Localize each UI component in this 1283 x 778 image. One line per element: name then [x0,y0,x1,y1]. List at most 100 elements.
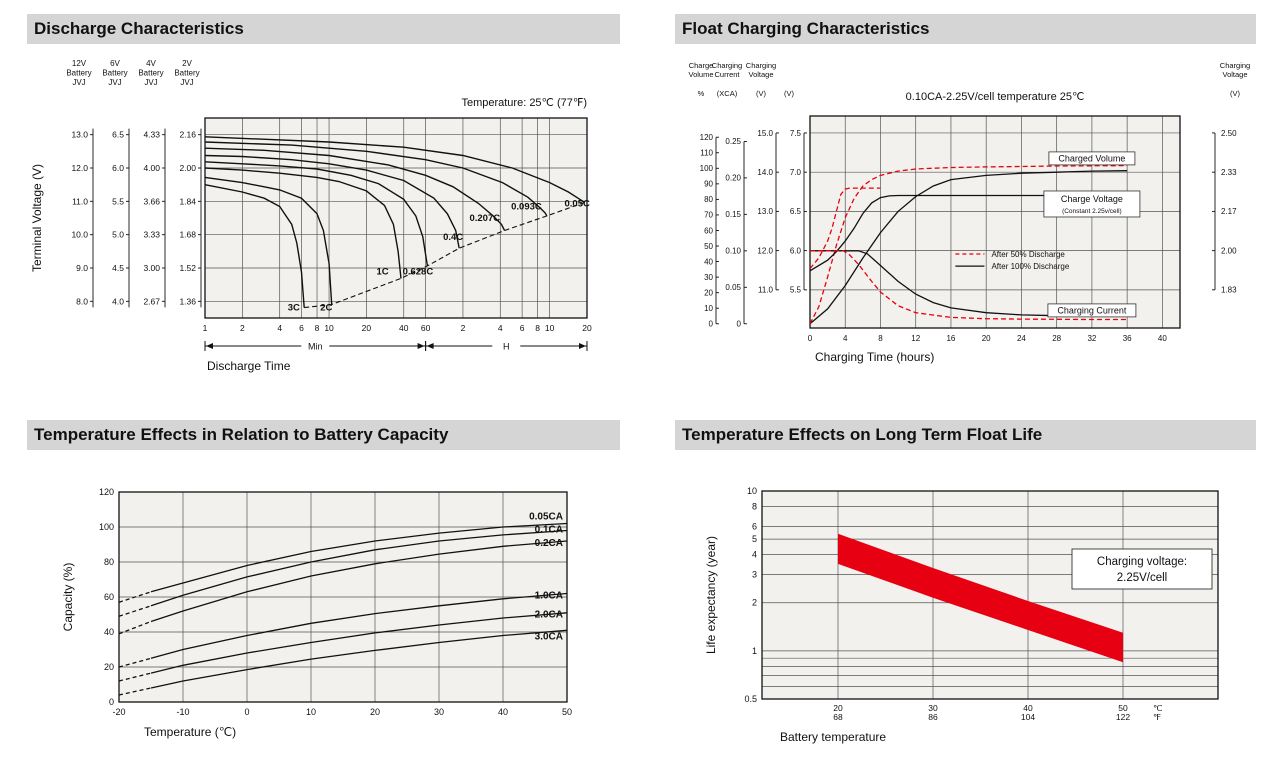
svg-text:40: 40 [1023,703,1033,713]
svg-text:3.66: 3.66 [143,196,160,206]
svg-text:Volume: Volume [688,70,713,79]
svg-text:15.0: 15.0 [757,129,773,138]
svg-text:120: 120 [99,487,114,497]
svg-text:Battery temperature: Battery temperature [780,730,886,744]
svg-text:2.50: 2.50 [1221,129,1237,138]
discharge-curve-0.628C [204,161,429,267]
cutoff-dashed-line [304,201,585,309]
svg-text:10.0: 10.0 [71,230,88,240]
svg-text:90: 90 [704,180,713,189]
svg-text:120: 120 [700,133,714,142]
1.0CA-curve [150,592,568,659]
panel-float-charging-title: Float Charging Characteristics [682,19,930,38]
svg-text:10: 10 [324,323,334,333]
svg-text:10: 10 [704,304,713,313]
svg-text:2: 2 [240,323,245,333]
svg-text:0.093C: 0.093C [511,202,542,213]
svg-text:6.5: 6.5 [112,130,124,140]
discharge-curve-0.4C [204,154,460,249]
svg-text:50: 50 [1118,703,1128,713]
temp-capacity-chart: 0 20 40 60 80 100 120 -20 -10 0 10 20 30 40 50 Capacity… [61,487,572,739]
svg-text:3: 3 [752,570,757,580]
svg-text:4V: 4V [146,59,156,68]
svg-text:0: 0 [244,707,249,717]
svg-text:110: 110 [700,149,713,158]
svg-text:(Constant 2.25v/cell): (Constant 2.25v/cell) [1062,208,1122,215]
panel-temp-capacity-header: Temperature Effects in Relation to Batte… [27,420,620,450]
svg-text:0.05C: 0.05C [564,199,589,210]
float-life-band [838,533,1123,663]
svg-text:After 50% Discharge: After 50% Discharge [991,250,1065,259]
svg-text:Charged Volume: Charged Volume [1058,153,1125,163]
svg-text:(V): (V) [784,89,795,98]
svg-text:0.5: 0.5 [744,694,757,704]
svg-text:12.0: 12.0 [71,163,88,173]
charge-voltage-50-curve [809,187,881,270]
svg-text:Charge Voltage: Charge Voltage [1061,194,1123,204]
0.05CA-curve-dashed [118,591,152,603]
svg-text:Charging Current: Charging Current [1057,305,1127,315]
svg-text:Min: Min [308,342,323,352]
svg-text:10: 10 [545,323,555,333]
svg-text:Voltage: Voltage [748,70,773,79]
svg-text:12.0: 12.0 [757,246,773,255]
svg-text:4: 4 [498,323,503,333]
svg-text:1.0CA: 1.0CA [535,590,563,601]
svg-text:2.00: 2.00 [1221,246,1237,255]
svg-text:0: 0 [709,320,714,329]
svg-text:32: 32 [1087,334,1096,343]
svg-text:JVJ: JVJ [108,78,121,87]
svg-text:5.5: 5.5 [790,286,802,295]
svg-text:9.0: 9.0 [76,263,88,273]
svg-text:Battery: Battery [138,69,163,78]
svg-text:100: 100 [99,522,114,532]
svg-text:(V): (V) [756,89,767,98]
svg-text:11.0: 11.0 [72,196,88,206]
charging-voltage-annotation-box [1071,548,1213,590]
svg-text:20: 20 [370,707,380,717]
panel-float-life-title: Temperature Effects on Long Term Float L… [682,425,1043,444]
discharge-chart: 12VBatteryJVJ13.012.011.010.09.08.06VBat… [30,59,592,373]
svg-text:0: 0 [109,697,114,707]
svg-text:4: 4 [277,323,282,333]
svg-text:40: 40 [104,627,114,637]
svg-text:Battery: Battery [66,69,91,78]
svg-text:1C: 1C [376,266,388,277]
svg-text:20: 20 [833,703,843,713]
svg-text:20: 20 [362,323,372,333]
charging-current-50-curve [810,250,1128,321]
discharge-curve-1C [204,167,402,279]
svg-text:3C: 3C [288,303,300,314]
svg-text:6V: 6V [110,59,120,68]
svg-text:12: 12 [911,334,920,343]
svg-text:Charging: Charging [1220,61,1250,70]
svg-text:3.00: 3.00 [143,263,160,273]
svg-text:0.1CA: 0.1CA [535,525,563,536]
svg-text:12V: 12V [72,59,87,68]
svg-text:0.10CA-2.25V/cell temperature: 0.10CA-2.25V/cell temperature 25℃ [906,91,1085,103]
svg-text:1.83: 1.83 [1221,286,1237,295]
svg-text:%: % [698,89,705,98]
svg-text:30: 30 [704,273,713,282]
panel-discharge-header: Discharge Characteristics [27,14,620,44]
svg-text:8.0: 8.0 [76,296,88,306]
svg-text:8: 8 [752,501,757,511]
panel-float-charging: Float Charging Characteristics Charge Vol… [675,14,1256,398]
svg-text:Battery: Battery [174,69,199,78]
svg-text:70: 70 [704,211,713,220]
svg-text:24: 24 [1017,334,1026,343]
svg-text:Temperature: 25℃ (77℉): Temperature: 25℃ (77℉) [461,97,587,109]
svg-text:-10: -10 [176,707,189,717]
svg-text:86: 86 [928,712,938,722]
svg-text:-20: -20 [112,707,125,717]
svg-text:2.16: 2.16 [179,130,196,140]
svg-text:104: 104 [1021,712,1035,722]
1.0CA-curve-dashed [118,657,152,668]
3.0CA-curve [150,629,568,689]
svg-text:(V): (V) [1230,89,1241,98]
svg-text:2C: 2C [320,303,332,314]
svg-text:0: 0 [808,334,813,343]
0.2CA-curve-dashed [118,620,152,635]
svg-text:13.0: 13.0 [757,207,773,216]
